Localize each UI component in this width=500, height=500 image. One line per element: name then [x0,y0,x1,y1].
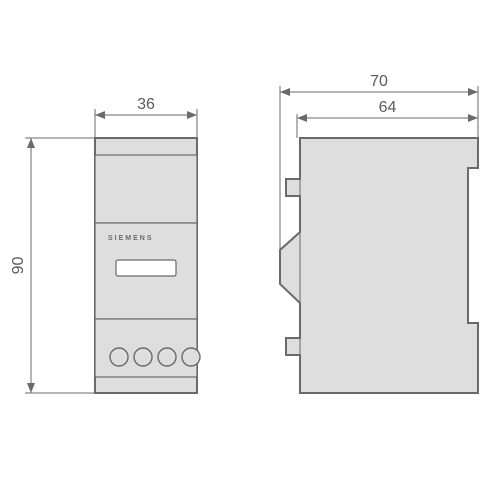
front-top-panel [95,155,197,223]
terminal-hole-1 [134,348,152,366]
side-body [280,138,478,393]
dim-side-inner-label: 64 [379,99,397,116]
terminal-hole-2 [158,348,176,366]
terminal-hole-0 [110,348,128,366]
dim-front-height-label: 90 [10,257,27,275]
dim-side-outer-label: 70 [370,73,388,90]
brand-text: SIEMENS [108,235,154,242]
dim-front-width-label: 36 [137,96,155,113]
terminal-hole-3 [182,348,200,366]
front-slot [116,260,176,276]
